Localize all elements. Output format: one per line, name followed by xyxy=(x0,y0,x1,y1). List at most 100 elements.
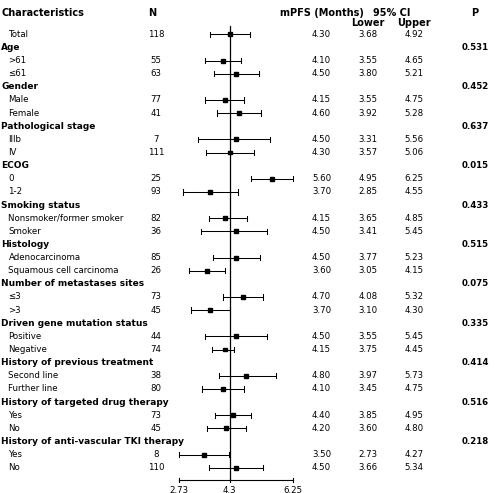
Text: Nonsmoker/former smoker: Nonsmoker/former smoker xyxy=(8,213,124,223)
Text: 0.531: 0.531 xyxy=(462,43,488,52)
Text: 3.10: 3.10 xyxy=(358,306,378,315)
Text: 4.30: 4.30 xyxy=(312,148,331,157)
Text: 4.50: 4.50 xyxy=(312,253,331,262)
Bar xyxy=(231,413,235,417)
Text: 0: 0 xyxy=(8,175,14,183)
Bar xyxy=(208,190,212,194)
Text: Characteristics: Characteristics xyxy=(1,8,84,18)
Text: 4.10: 4.10 xyxy=(312,385,331,393)
Text: Further line: Further line xyxy=(8,385,58,393)
Text: 4.3: 4.3 xyxy=(223,486,236,493)
Text: 4.50: 4.50 xyxy=(312,69,331,78)
Text: 0.075: 0.075 xyxy=(462,280,488,288)
Text: Lower: Lower xyxy=(352,18,384,28)
Text: 5.34: 5.34 xyxy=(404,463,423,472)
Text: 3.70: 3.70 xyxy=(312,187,331,196)
Text: 4.95: 4.95 xyxy=(404,411,423,420)
Text: 3.41: 3.41 xyxy=(358,227,378,236)
Text: 4.15: 4.15 xyxy=(312,96,331,105)
Text: Second line: Second line xyxy=(8,371,59,380)
Text: 0.335: 0.335 xyxy=(462,319,488,328)
Text: 5.60: 5.60 xyxy=(312,175,331,183)
Text: 93: 93 xyxy=(150,187,162,196)
Text: 6.25: 6.25 xyxy=(283,486,302,493)
Text: 44: 44 xyxy=(150,332,162,341)
Text: 80: 80 xyxy=(150,385,162,393)
Text: IIIb: IIIb xyxy=(8,135,22,144)
Bar xyxy=(205,269,209,273)
Text: 0.515: 0.515 xyxy=(462,240,488,249)
Text: Histology: Histology xyxy=(1,240,49,249)
Text: 4.70: 4.70 xyxy=(312,292,331,302)
Text: 45: 45 xyxy=(150,306,162,315)
Text: 41: 41 xyxy=(150,108,162,118)
Text: 3.75: 3.75 xyxy=(358,345,378,354)
Text: 38: 38 xyxy=(150,371,162,380)
Text: 3.77: 3.77 xyxy=(358,253,378,262)
Text: 5.45: 5.45 xyxy=(404,332,423,341)
Text: 3.97: 3.97 xyxy=(358,371,378,380)
Text: 74: 74 xyxy=(150,345,162,354)
Text: 3.57: 3.57 xyxy=(358,148,378,157)
Text: 5.06: 5.06 xyxy=(404,148,423,157)
Text: No: No xyxy=(8,463,20,472)
Text: 3.55: 3.55 xyxy=(358,96,378,105)
Text: 4.10: 4.10 xyxy=(312,56,331,65)
Text: 82: 82 xyxy=(150,213,162,223)
Text: 4.40: 4.40 xyxy=(312,411,331,420)
Text: 3.50: 3.50 xyxy=(312,450,331,459)
Text: 4.65: 4.65 xyxy=(404,56,423,65)
Text: 3.92: 3.92 xyxy=(358,108,378,118)
Text: Negative: Negative xyxy=(8,345,48,354)
Text: 0.433: 0.433 xyxy=(462,201,488,210)
Bar xyxy=(221,59,225,63)
Text: Yes: Yes xyxy=(8,450,22,459)
Bar xyxy=(223,98,227,102)
Text: 3.70: 3.70 xyxy=(312,306,331,315)
Text: 36: 36 xyxy=(150,227,162,236)
Text: 4.50: 4.50 xyxy=(312,463,331,472)
Text: 4.27: 4.27 xyxy=(404,450,423,459)
Text: Positive: Positive xyxy=(8,332,42,341)
Text: 4.20: 4.20 xyxy=(312,424,331,433)
Text: 5.73: 5.73 xyxy=(404,371,423,380)
Text: 110: 110 xyxy=(148,463,164,472)
Text: 3.80: 3.80 xyxy=(358,69,378,78)
Text: 7: 7 xyxy=(153,135,159,144)
Text: History of targeted drug therapy: History of targeted drug therapy xyxy=(1,397,168,407)
Text: ≤3: ≤3 xyxy=(8,292,21,302)
Text: 45: 45 xyxy=(150,424,162,433)
Text: 4.30: 4.30 xyxy=(404,306,423,315)
Bar xyxy=(234,72,238,76)
Text: 2.85: 2.85 xyxy=(358,187,378,196)
Bar xyxy=(238,111,242,115)
Text: 26: 26 xyxy=(150,266,162,275)
Bar xyxy=(221,387,225,391)
Bar xyxy=(234,466,238,470)
Text: 4.92: 4.92 xyxy=(404,30,423,39)
Text: P: P xyxy=(472,8,478,18)
Text: >61: >61 xyxy=(8,56,26,65)
Text: 4.75: 4.75 xyxy=(404,385,423,393)
Text: 3.55: 3.55 xyxy=(358,332,378,341)
Text: 111: 111 xyxy=(148,148,164,157)
Bar xyxy=(223,216,227,220)
Text: 5.21: 5.21 xyxy=(404,69,423,78)
Text: 3.66: 3.66 xyxy=(358,463,378,472)
Text: 0.452: 0.452 xyxy=(462,82,488,91)
Text: N: N xyxy=(148,8,156,18)
Text: 5.32: 5.32 xyxy=(404,292,423,302)
Bar xyxy=(224,426,228,430)
Text: Age: Age xyxy=(1,43,20,52)
Text: 3.60: 3.60 xyxy=(312,266,331,275)
Text: 2.73: 2.73 xyxy=(170,486,188,493)
Bar xyxy=(244,374,248,378)
Text: 0.414: 0.414 xyxy=(461,358,489,367)
Text: 0.637: 0.637 xyxy=(462,122,488,131)
Text: Gender: Gender xyxy=(1,82,38,91)
Text: 85: 85 xyxy=(150,253,162,262)
Bar xyxy=(234,138,238,141)
Text: 5.56: 5.56 xyxy=(404,135,423,144)
Text: 4.50: 4.50 xyxy=(312,332,331,341)
Text: Squamous cell carcinoma: Squamous cell carcinoma xyxy=(8,266,119,275)
